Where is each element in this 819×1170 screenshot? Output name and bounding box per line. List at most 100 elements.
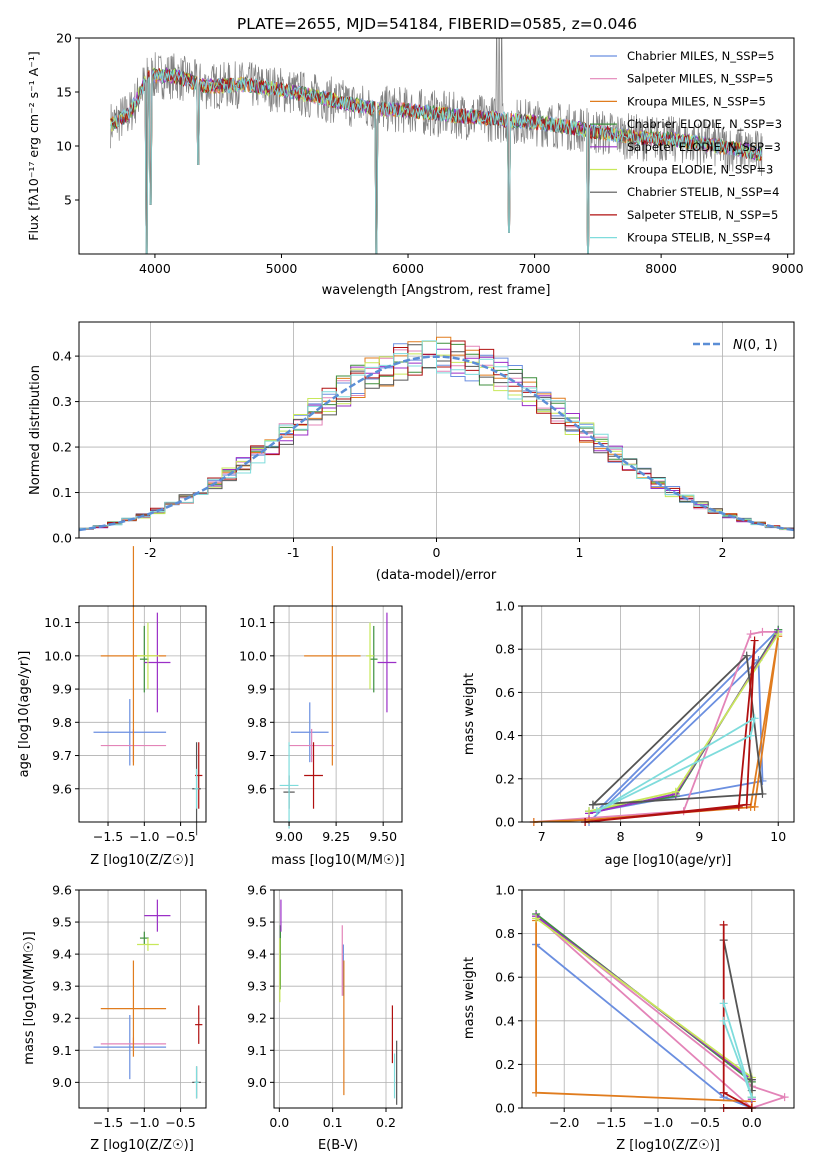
tick-label-x: −0.5 bbox=[165, 1115, 195, 1130]
tick-label-x: 5000 bbox=[266, 261, 298, 276]
tick-label-y: 0.2 bbox=[52, 440, 72, 455]
legend-label: Chabrier MILES, N_SSP=5 bbox=[627, 49, 774, 63]
mass-weight-point bbox=[774, 630, 783, 639]
z-mass-marks bbox=[93, 899, 203, 1099]
z-age-panel: −1.5 −1.0 −0.5 9.6 9.7 9.8 9.9 10.0 10.1 Z [log1… bbox=[17, 546, 207, 868]
tick-label-y: 15 bbox=[56, 85, 72, 100]
z-weight-panel: −2.0 −1.5 −1.0 −0.5 0.0 0.0 0.2 0.4 0.6 0.8 1.0 Z … bbox=[462, 883, 795, 1153]
tick-label-y: 9.7 bbox=[247, 748, 267, 763]
tick-label-y: 0.2 bbox=[495, 771, 515, 786]
tick-label-y: 9.1 bbox=[247, 1043, 267, 1058]
spectrum-xlabel: wavelength [Angstrom, rest frame] bbox=[322, 283, 551, 298]
spectrum-legend: Chabrier MILES, N_SSP=5 Salpeter MILES, N… bbox=[590, 49, 782, 245]
mass-age-marks bbox=[279, 546, 397, 829]
z-age-xlabel: Z [log10(Z/Z☉)] bbox=[90, 853, 194, 868]
model-spectrum-line bbox=[110, 68, 763, 254]
tick-label-y: 9.9 bbox=[52, 682, 72, 697]
residual-lines bbox=[79, 336, 794, 533]
mass-weight-point bbox=[588, 800, 597, 809]
tick-label-x: −1.0 bbox=[129, 1115, 159, 1130]
mass-weight-point bbox=[758, 776, 767, 785]
z-age-marks bbox=[93, 546, 203, 836]
tick-label-x: 7000 bbox=[519, 261, 551, 276]
tick-label-y: 1.0 bbox=[495, 883, 515, 898]
tick-label-x: 0 bbox=[433, 545, 441, 560]
age-weight-xlabel: age [log10(age/yr)] bbox=[605, 853, 732, 868]
mass-weight-point bbox=[592, 807, 601, 816]
residual-ylabel: Normed distribution bbox=[28, 365, 43, 495]
tick-label-y: 0.0 bbox=[495, 1101, 515, 1116]
tick-label-y: 0.0 bbox=[52, 531, 72, 546]
z-weight-ylabel: mass weight bbox=[462, 957, 477, 1039]
legend-label: Salpeter STELIB, N_SSP=5 bbox=[627, 208, 778, 222]
z-mass-xlabel: Z [log10(Z/Z☉)] bbox=[90, 1138, 194, 1153]
model-spectrum-line bbox=[110, 68, 763, 254]
tick-label-x: 1 bbox=[576, 545, 584, 560]
legend-label: Kroupa MILES, N_SSP=5 bbox=[627, 94, 766, 108]
tick-label-x: −1.5 bbox=[596, 1115, 626, 1130]
mass-age-frame bbox=[273, 605, 403, 823]
tick-label-y: 9.8 bbox=[52, 715, 72, 730]
tick-label-y: 0.4 bbox=[495, 1013, 515, 1028]
mass-weight-point bbox=[746, 630, 755, 639]
mass-weight-point bbox=[719, 999, 728, 1008]
tick-label-y: 0.2 bbox=[495, 1057, 515, 1072]
tick-label-x: 2 bbox=[719, 545, 727, 560]
z-mass-grid bbox=[79, 889, 206, 1108]
tick-label-x: 9.50 bbox=[369, 829, 397, 844]
tick-label-x: −0.5 bbox=[690, 1115, 720, 1130]
tick-label-y: 10 bbox=[56, 139, 72, 154]
tick-label-y: 5 bbox=[64, 193, 72, 208]
tick-label-y: 9.3 bbox=[247, 979, 267, 994]
tick-label-y: 9.8 bbox=[247, 715, 267, 730]
spectrum-ticks: 4000 5000 6000 7000 8000 9000 5 10 15 20 bbox=[56, 31, 804, 277]
tick-label-y: 10.1 bbox=[44, 615, 72, 630]
mass-age-xlabel: mass [log10(M/M☉)] bbox=[271, 853, 404, 868]
residual-panel: -2 -1 0 1 2 0.0 0.1 0.2 0.3 0.4 (data-model)/erro… bbox=[28, 321, 795, 583]
tick-label-y: 9.5 bbox=[52, 915, 72, 930]
mass-weight-point bbox=[719, 1016, 728, 1025]
tick-label-x: 9 bbox=[695, 829, 703, 844]
spectrum-ylabel: Flux [fλ10⁻¹⁷ erg cm⁻² s⁻¹ A⁻¹] bbox=[26, 51, 41, 240]
normal-legend-label: N(0, 1) bbox=[733, 338, 778, 353]
tick-label-x: -1 bbox=[287, 545, 299, 560]
tick-label-y: 0.3 bbox=[52, 394, 72, 409]
mass-weight-point bbox=[671, 787, 680, 796]
tick-label-x: 10 bbox=[770, 829, 786, 844]
z-weight-xlabel: Z [log10(Z/Z☉)] bbox=[616, 1138, 720, 1153]
spectrum-panel: 4000 5000 6000 7000 8000 9000 5 10 15 20 waveleng… bbox=[26, 31, 804, 299]
tick-label-x: −1.5 bbox=[93, 1115, 123, 1130]
mass-weight-point bbox=[585, 807, 594, 816]
z-mass-frame bbox=[78, 889, 207, 1109]
tick-label-x: −1.0 bbox=[129, 829, 159, 844]
tick-label-y: 20 bbox=[56, 31, 72, 46]
age-weight-ticks: 7 8 9 10 0.0 0.2 0.4 0.6 0.8 1.0 bbox=[495, 599, 786, 845]
mass-weight-series-line bbox=[596, 716, 756, 813]
tick-label-y: 0.8 bbox=[495, 642, 515, 657]
mass-weight-point bbox=[758, 789, 767, 798]
tick-label-x: 9.25 bbox=[322, 829, 350, 844]
mass-weight-point bbox=[719, 1088, 728, 1097]
legend-label: Kroupa ELODIE, N_SSP=3 bbox=[627, 163, 773, 177]
mass-weight-point bbox=[719, 920, 728, 929]
z-mass-panel: −1.5 −1.0 −0.5 9.0 9.1 9.2 9.3 9.4 9.5 9.6 Z [log… bbox=[22, 883, 207, 1153]
mass-age-ticks: 9.00 9.25 9.50 9.6 9.7 9.8 9.9 10.0 10.1 bbox=[239, 615, 397, 844]
observed-spectrum-line bbox=[110, 38, 763, 254]
ebv-mass-frame bbox=[273, 889, 403, 1109]
tick-label-x: 0.2 bbox=[376, 1115, 396, 1130]
tick-label-x: 6000 bbox=[392, 261, 424, 276]
legend-label: Chabrier STELIB, N_SSP=4 bbox=[627, 185, 779, 199]
tick-label-x: 0.1 bbox=[323, 1115, 343, 1130]
mass-weight-point bbox=[742, 651, 751, 660]
normal-curve-line bbox=[79, 355, 794, 532]
ebv-mass-ticks: 0.0 0.1 0.2 9.0 9.1 9.2 9.3 9.4 9.5 9.6 bbox=[247, 883, 396, 1131]
z-age-ylabel: age [log10(age/yr)] bbox=[17, 651, 32, 778]
tick-label-y: 9.6 bbox=[247, 883, 267, 898]
tick-label-x: 7 bbox=[538, 829, 546, 844]
tick-label-y: 0.6 bbox=[495, 685, 515, 700]
tick-label-y: 9.0 bbox=[247, 1075, 267, 1090]
residual-legend: N(0, 1) bbox=[693, 338, 778, 353]
tick-label-x: 0.0 bbox=[269, 1115, 289, 1130]
tick-label-x: −1.5 bbox=[93, 829, 123, 844]
